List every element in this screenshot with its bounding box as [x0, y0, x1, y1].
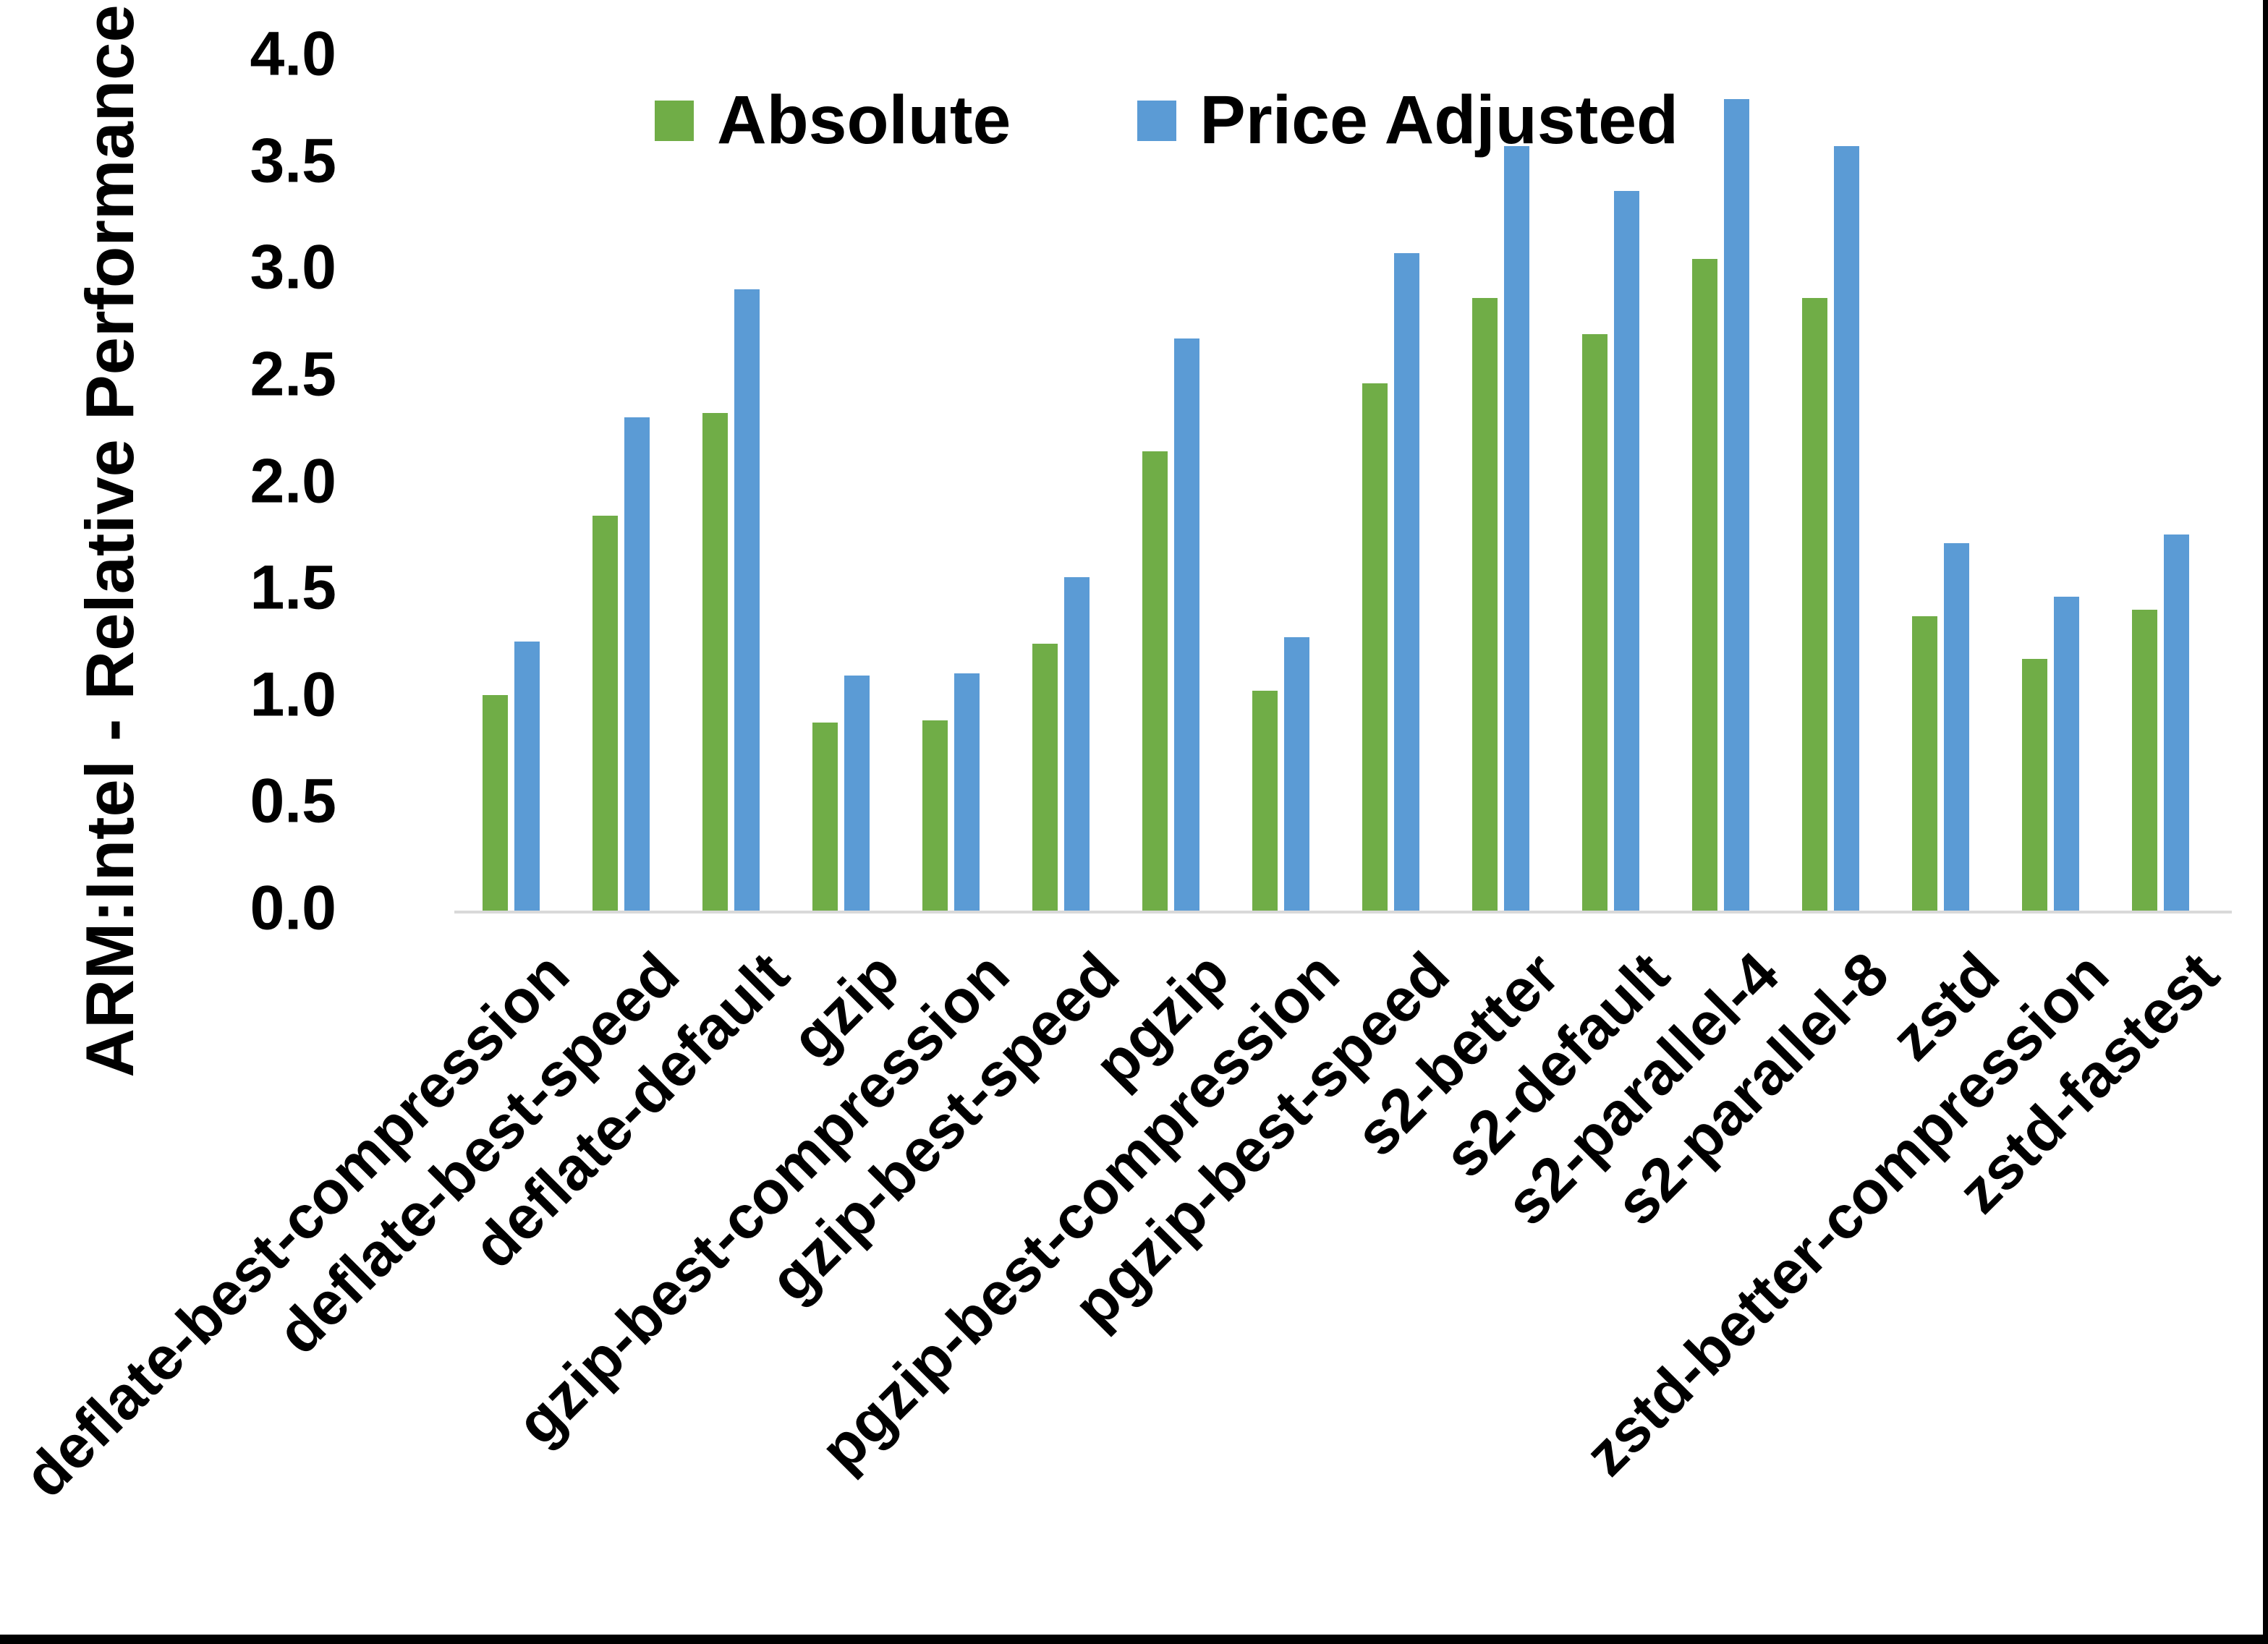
y-tick-label: 4.0 [250, 19, 336, 89]
y-tick-label: 1.5 [250, 553, 336, 623]
y-tick-label: 3.0 [250, 232, 336, 302]
bar-price-adjusted [954, 673, 980, 911]
y-axis-title: ARM:Intel - Relative Performance [72, 4, 148, 1078]
bar-absolute [1142, 451, 1168, 911]
bar-price-adjusted [734, 289, 760, 911]
bar-price-adjusted [1614, 191, 1639, 911]
bar-absolute [812, 723, 838, 911]
legend: Absolute Price Adjusted [655, 81, 1678, 160]
y-tick-label: 2.0 [250, 446, 336, 516]
bar-absolute [702, 413, 728, 911]
bar-price-adjusted [1504, 146, 1529, 911]
bar-price-adjusted [1834, 146, 1859, 911]
legend-label-price-adjusted: Price Adjusted [1199, 82, 1679, 158]
bar-absolute [1362, 383, 1388, 911]
y-tick-label: 0.5 [250, 766, 336, 836]
bar-price-adjusted [514, 641, 540, 911]
bar-price-adjusted [1724, 99, 1749, 911]
bar-price-adjusted [2164, 534, 2189, 911]
bar-price-adjusted [1174, 338, 1199, 911]
bar-price-adjusted [624, 417, 650, 911]
bar-absolute [483, 694, 508, 911]
bar-absolute [1802, 297, 1827, 911]
legend-item-price-adjusted: Price Adjusted [1137, 81, 1678, 160]
bottom-border-bar [0, 1635, 2268, 1644]
bar-price-adjusted [1064, 577, 1090, 911]
bar-price-adjusted [1284, 637, 1309, 911]
bar-absolute [1032, 643, 1058, 911]
right-border-bar [2263, 0, 2268, 1644]
bar-price-adjusted [1944, 543, 1969, 911]
bar-absolute [2022, 658, 2047, 911]
bar-price-adjusted [1394, 252, 1419, 911]
bar-absolute [1692, 259, 1717, 911]
y-tick-label: 3.5 [250, 126, 336, 196]
bar-absolute [1252, 690, 1278, 911]
y-tick-label: 2.5 [250, 339, 336, 409]
bar-price-adjusted [2054, 596, 2079, 911]
bar-absolute [1582, 333, 1607, 911]
bar-absolute [922, 720, 948, 911]
legend-item-absolute: Absolute [655, 81, 1011, 160]
y-tick-label: 1.0 [250, 660, 336, 730]
bar-absolute [1472, 297, 1498, 911]
legend-label-absolute: Absolute [717, 82, 1011, 158]
y-tick-label: 0.0 [250, 873, 336, 943]
legend-swatch-absolute-icon [655, 100, 694, 141]
bar-price-adjusted [844, 676, 870, 911]
bar-absolute [593, 515, 618, 911]
bar-absolute [2132, 609, 2157, 911]
bar-absolute [1912, 616, 1937, 911]
x-axis-line [454, 911, 2232, 913]
legend-swatch-price-adjusted-icon [1137, 100, 1177, 141]
